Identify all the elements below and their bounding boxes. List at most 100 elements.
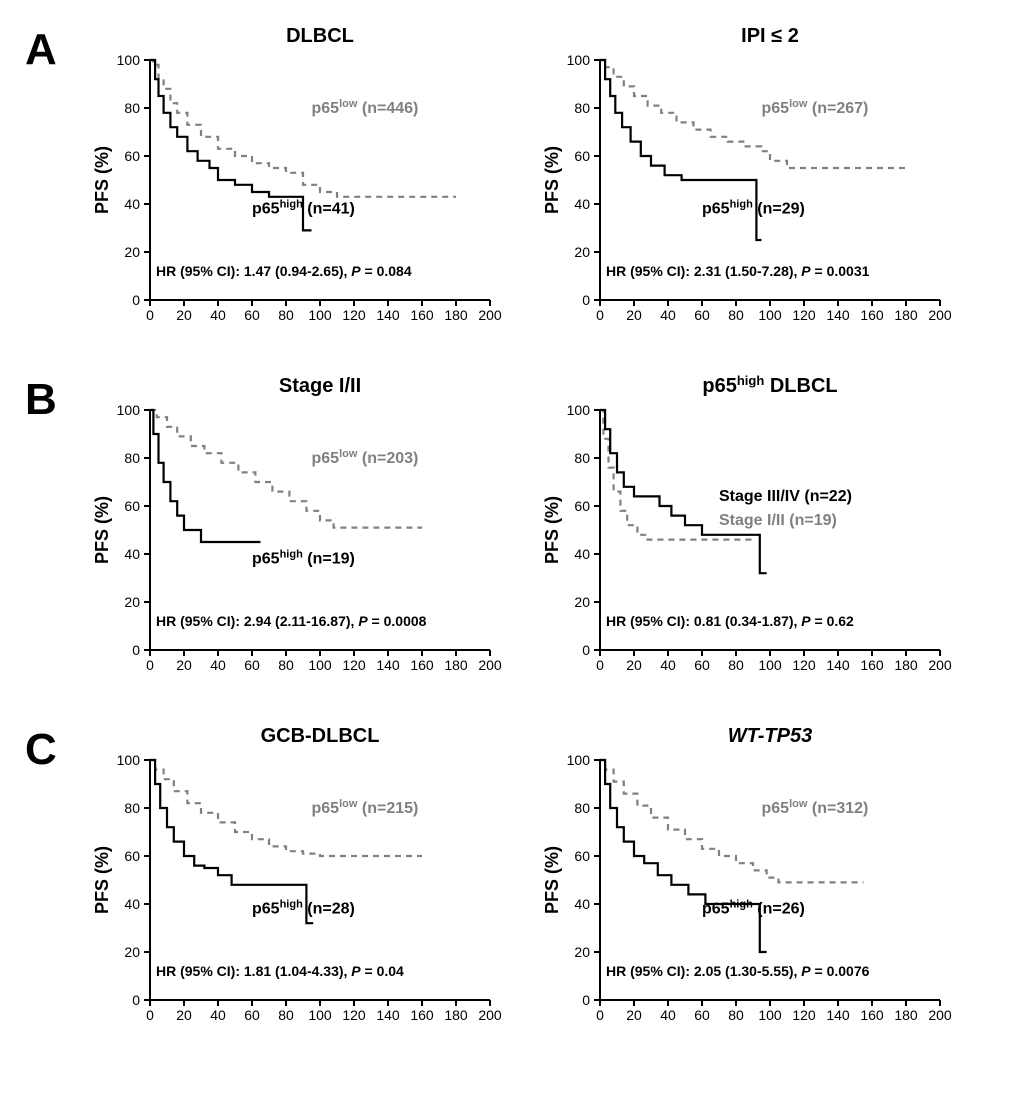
chart-title: GCB-DLBCL [261,725,380,747]
svg-text:20: 20 [574,944,590,960]
svg-text:160: 160 [410,307,434,323]
km-chart-1-0: Stage I/II020406080100120140160180200020… [90,370,510,690]
svg-text:100: 100 [758,1007,782,1023]
svg-text:180: 180 [894,307,918,323]
svg-text:80: 80 [574,450,590,466]
km-chart-0-0: DLBCL02040608010012014016018020002040608… [90,20,510,340]
series-low [150,410,422,528]
svg-text:100: 100 [567,52,591,68]
svg-text:20: 20 [124,944,140,960]
legend-high: p65high (n=41) [252,199,355,218]
svg-text:40: 40 [660,657,676,673]
svg-text:20: 20 [626,1007,642,1023]
svg-text:80: 80 [728,1007,744,1023]
stat-text: HR (95% CI): 0.81 (0.34-1.87), P = 0.62 [606,613,854,629]
svg-text:100: 100 [567,402,591,418]
chart-cell-1-1: p65high DLBCL020406080100120140160180200… [540,370,1000,710]
svg-text:0: 0 [582,292,590,308]
legend-low: p65low (n=312) [762,798,869,817]
svg-text:40: 40 [660,1007,676,1023]
svg-text:200: 200 [928,1007,952,1023]
svg-text:160: 160 [860,657,884,673]
stat-text: HR (95% CI): 2.94 (2.11-16.87), P = 0.00… [156,613,427,629]
km-chart-2-1: WT-TP53020406080100120140160180200020406… [540,720,960,1040]
svg-text:60: 60 [694,657,710,673]
legend-high: p65high (n=19) [252,549,355,568]
svg-text:40: 40 [124,546,140,562]
chart-title: Stage I/II [279,375,361,397]
svg-text:120: 120 [342,657,366,673]
svg-text:60: 60 [124,148,140,164]
svg-text:40: 40 [574,896,590,912]
svg-text:140: 140 [376,657,400,673]
chart-title: WT-TP53 [728,725,812,747]
svg-text:40: 40 [210,657,226,673]
svg-text:140: 140 [826,657,850,673]
legend-low: p65low (n=267) [762,98,869,117]
stat-text: HR (95% CI): 2.31 (1.50-7.28), P = 0.003… [606,263,870,279]
svg-text:80: 80 [278,1007,294,1023]
y-axis-label: PFS (%) [542,146,562,214]
svg-text:80: 80 [124,100,140,116]
series-low [600,760,864,882]
km-chart-1-1: p65high DLBCL020406080100120140160180200… [540,370,960,690]
svg-text:60: 60 [124,498,140,514]
legend-series2: Stage I/II (n=19) [719,512,837,529]
legend-high: p65high (n=29) [702,199,805,218]
legend-series1: Stage III/IV (n=22) [719,488,852,505]
km-chart-0-1: IPI ≤ 2020406080100120140160180200020406… [540,20,960,340]
stat-text: HR (95% CI): 1.47 (0.94-2.65), P = 0.084 [156,263,412,279]
legend-low: p65low (n=446) [312,98,419,117]
svg-text:140: 140 [376,307,400,323]
svg-text:140: 140 [376,1007,400,1023]
svg-text:80: 80 [124,450,140,466]
svg-text:40: 40 [210,307,226,323]
svg-text:40: 40 [210,1007,226,1023]
chart-cell-1-0: Stage I/II020406080100120140160180200020… [90,370,530,710]
svg-text:60: 60 [244,307,260,323]
svg-text:60: 60 [244,1007,260,1023]
svg-text:180: 180 [894,657,918,673]
svg-text:200: 200 [478,307,502,323]
y-axis-label: PFS (%) [92,496,112,564]
svg-text:80: 80 [278,657,294,673]
panel-label-C: C [20,720,80,1060]
svg-text:160: 160 [860,307,884,323]
y-axis-label: PFS (%) [92,846,112,914]
svg-text:0: 0 [596,307,604,323]
chart-title: IPI ≤ 2 [741,25,799,47]
chart-title: DLBCL [286,25,354,47]
svg-text:40: 40 [124,896,140,912]
svg-text:180: 180 [444,657,468,673]
panel-label-A: A [20,20,80,360]
svg-text:120: 120 [342,1007,366,1023]
svg-text:20: 20 [176,657,192,673]
stat-text: HR (95% CI): 2.05 (1.30-5.55), P = 0.007… [606,963,870,979]
svg-text:140: 140 [826,307,850,323]
svg-text:100: 100 [758,657,782,673]
svg-text:0: 0 [582,992,590,1008]
svg-text:60: 60 [574,848,590,864]
svg-text:120: 120 [792,657,816,673]
svg-text:100: 100 [567,752,591,768]
svg-text:0: 0 [582,642,590,658]
chart-cell-0-1: IPI ≤ 2020406080100120140160180200020406… [540,20,1000,360]
svg-text:0: 0 [146,307,154,323]
svg-text:100: 100 [308,1007,332,1023]
svg-text:200: 200 [478,1007,502,1023]
legend-high: p65high (n=26) [702,899,805,918]
stat-text: HR (95% CI): 1.81 (1.04-4.33), P = 0.04 [156,963,404,979]
svg-text:200: 200 [928,307,952,323]
svg-text:40: 40 [124,196,140,212]
svg-text:180: 180 [444,307,468,323]
svg-text:60: 60 [694,307,710,323]
legend-low: p65low (n=215) [312,798,419,817]
chart-cell-0-0: DLBCL02040608010012014016018020002040608… [90,20,530,360]
svg-text:100: 100 [308,657,332,673]
chart-title: p65high DLBCL [702,373,837,398]
chart-cell-2-1: WT-TP53020406080100120140160180200020406… [540,720,1000,1060]
chart-cell-2-0: GCB-DLBCL0204060801001201401601802000204… [90,720,530,1060]
svg-text:20: 20 [176,307,192,323]
svg-text:0: 0 [132,992,140,1008]
svg-text:40: 40 [660,307,676,323]
